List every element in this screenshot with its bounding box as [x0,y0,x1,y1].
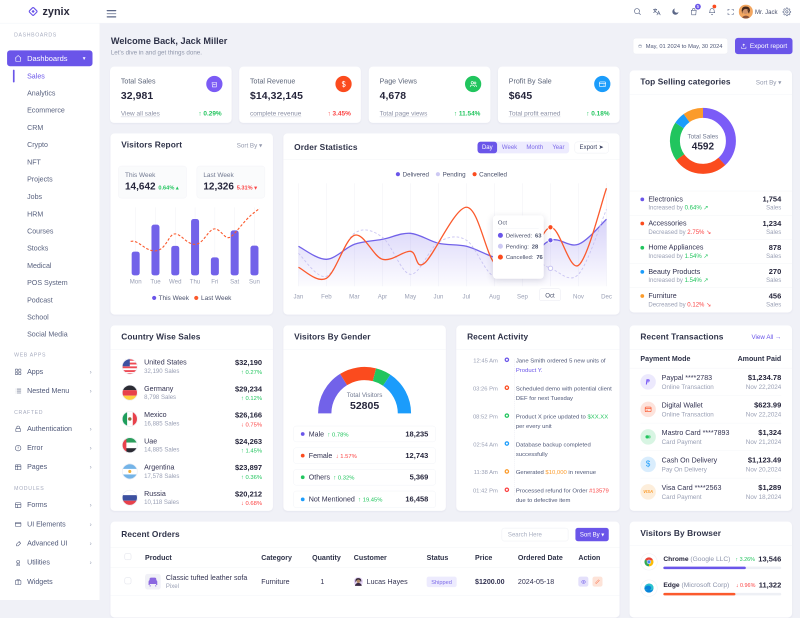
svg-text:Thu: Thu [190,278,201,285]
svg-text:Nov: Nov [573,293,585,300]
svg-text:Oct: Oct [545,292,555,299]
svg-text:4592: 4592 [692,141,715,152]
svg-text:Apr: Apr [378,293,387,300]
svg-text:Sep: Sep [517,293,528,300]
svg-text:Total Sales: Total Sales [688,133,719,140]
svg-text:Wed: Wed [169,278,181,285]
svg-text:52805: 52805 [350,400,379,412]
svg-text:Aug: Aug [489,293,500,300]
svg-text:Sun: Sun [249,278,260,285]
svg-text:Feb: Feb [321,293,332,300]
svg-text:Total Visitors: Total Visitors [347,392,383,399]
svg-text:Jul: Jul [463,293,471,300]
svg-text:Jan: Jan [294,293,304,300]
svg-text:Dec: Dec [601,293,612,300]
svg-text:Mar: Mar [349,293,360,300]
svg-text:Tue: Tue [150,278,161,285]
svg-text:Sat: Sat [230,278,239,285]
svg-text:Jun: Jun [434,293,444,300]
svg-text:May: May [405,293,417,300]
svg-text:Mon: Mon [130,278,142,285]
svg-text:Fri: Fri [211,278,218,285]
